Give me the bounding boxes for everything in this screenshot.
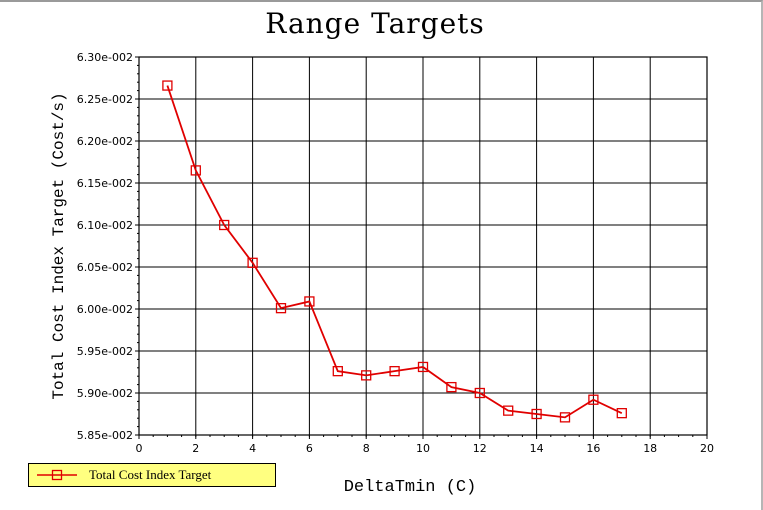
data-point — [474, 387, 485, 399]
x-tick-label: 10 — [416, 442, 430, 455]
x-tick-label: 14 — [530, 442, 544, 455]
data-point — [417, 361, 429, 373]
x-tick-label: 0 — [136, 442, 143, 455]
series-line — [166, 85, 623, 419]
data-point — [446, 381, 457, 393]
y-tick-label: 6.10e-002 — [77, 219, 133, 232]
x-tick-label: 6 — [306, 442, 313, 455]
data-point — [588, 394, 599, 405]
data-point — [219, 219, 230, 231]
data-point — [162, 80, 173, 91]
data-point — [190, 165, 201, 176]
x-tick-label: 8 — [363, 442, 370, 455]
data-point — [361, 370, 372, 381]
data-point — [503, 405, 514, 416]
y-tick-label: 6.15e-002 — [77, 177, 133, 190]
chart-title: Range Targets — [265, 7, 485, 40]
data-point — [531, 408, 542, 420]
y-tick-label: 6.05e-002 — [77, 261, 133, 274]
x-tick-label: 4 — [249, 442, 256, 455]
data-point — [332, 366, 343, 377]
data-point — [616, 408, 627, 419]
data-point — [304, 296, 315, 307]
y-axis-label: Total Cost Index Target (Cost/s) — [50, 92, 68, 400]
y-tick-label: 6.00e-002 — [77, 303, 133, 316]
legend: Total Cost Index Target — [28, 463, 276, 487]
y-tick-label: 5.85e-002 — [77, 429, 133, 442]
y-tick-label: 5.90e-002 — [77, 387, 133, 400]
x-axis-label: DeltaTmin (C) — [343, 478, 477, 497]
y-tick-label: 6.30e-002 — [77, 51, 133, 64]
legend-label: Total Cost Index Target — [89, 467, 212, 482]
data-point — [275, 303, 287, 314]
plot-border — [138, 56, 708, 436]
legend-marker-icon — [37, 469, 77, 481]
x-tick-label: 12 — [473, 442, 487, 455]
y-tick-label: 6.20e-002 — [77, 135, 133, 148]
data-point — [389, 366, 400, 377]
x-tick-label: 18 — [643, 442, 657, 455]
data-point — [559, 412, 571, 423]
data-point — [247, 257, 258, 268]
y-tick-label: 6.25e-002 — [77, 93, 133, 106]
x-tick-label: 2 — [192, 442, 199, 455]
x-tick-label: 20 — [700, 442, 714, 455]
x-tick-label: 16 — [586, 442, 600, 455]
y-tick-label: 5.95e-002 — [77, 345, 133, 358]
